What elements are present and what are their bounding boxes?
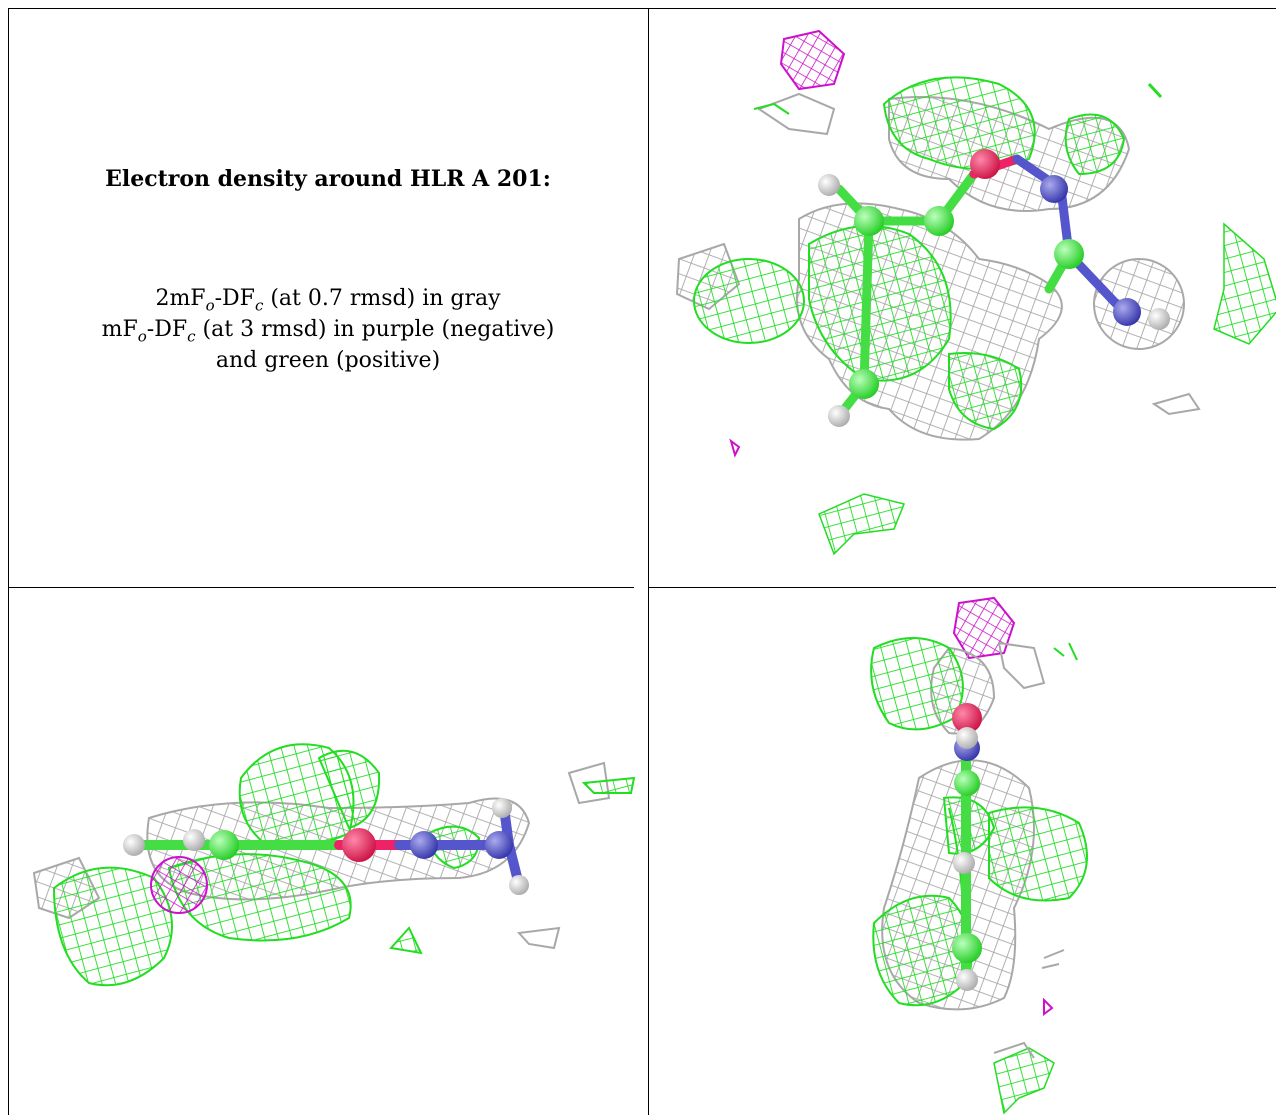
legend-text: 2mF: [155, 286, 206, 311]
positive-density-lobe: [948, 352, 1023, 431]
carbon-atom: [952, 933, 982, 963]
hydrogen-atom: [818, 174, 840, 196]
grid-row-divider-left: [8, 587, 634, 588]
caption-panel: Electron density around HLR A 201: 2mFo-…: [8, 8, 648, 587]
grid-middle-divider: [648, 8, 649, 1115]
positive-density-lobe: [167, 853, 352, 942]
positive-density-fragment: [753, 102, 790, 115]
hydrogen-atom: [509, 875, 529, 895]
gray-density-fragment: [1151, 392, 1201, 416]
oxygen-atom: [952, 703, 982, 733]
gray-density-fragment: [1041, 949, 1065, 969]
figure-title: Electron density around HLR A 201:: [105, 166, 551, 192]
molecule-render-bottom-left: [32, 743, 636, 987]
density-view-bottom-right: [649, 588, 1276, 1115]
negative-density-blob: [150, 856, 208, 914]
molecule-render-bottom-right: [870, 596, 1088, 1115]
positive-density-fragment: [993, 1047, 1055, 1115]
legend-text: -DF: [146, 317, 188, 342]
nitrogen-atom: [485, 831, 513, 859]
hydrogen-atom: [183, 829, 205, 851]
positive-density-fragment: [1147, 82, 1163, 99]
positive-density-lobe: [988, 806, 1088, 902]
legend-subscript: c: [254, 296, 264, 315]
negative-density-blob: [779, 29, 846, 91]
carbon-atom: [849, 369, 879, 399]
carbon-atom: [854, 206, 884, 236]
positive-density-fragment: [1053, 642, 1078, 661]
grid-top-border: [8, 8, 1276, 9]
positive-density-lobe: [882, 76, 1036, 170]
positive-density-fragment: [581, 776, 636, 794]
gray-density-fragment: [567, 761, 611, 805]
legend-text: mF: [101, 317, 138, 342]
figure-legend: 2mFo-DFc (at 0.7 rmsd) in gray mFo-DFc (…: [8, 283, 648, 376]
legend-text: (at 3 rmsd) in purple (negative): [195, 317, 555, 342]
hydrogen-atom: [953, 852, 975, 874]
gray-density-fragment: [756, 92, 836, 136]
hydrogen-atom: [123, 834, 145, 856]
molecule-render-top-right: [675, 29, 1276, 556]
legend-text: -DF: [214, 286, 255, 311]
positive-density-lobe: [693, 258, 805, 344]
carbon-atom: [209, 830, 239, 860]
legend-text: (at 0.7 rmsd) in gray: [263, 286, 501, 311]
grid-left-border: [8, 8, 9, 1115]
nitrogen-atom: [1113, 298, 1141, 326]
gray-density-fragment: [993, 1041, 1035, 1059]
negative-density-blob: [952, 596, 1016, 660]
legend-subscript: o: [137, 327, 147, 346]
gray-density-fragment: [997, 641, 1046, 690]
hydrogen-atom: [828, 405, 850, 427]
gray-density-lobe: [1093, 258, 1185, 350]
gray-density-fragment: [516, 926, 561, 950]
density-view-bottom-left: [9, 588, 648, 1115]
carbon-atom: [1054, 239, 1084, 269]
legend-subscript: c: [187, 327, 196, 346]
grid-row-divider-right: [648, 587, 1276, 588]
positive-density-lobe: [870, 637, 964, 731]
density-view-top-right: [649, 9, 1276, 587]
hydrogen-atom: [956, 727, 978, 749]
positive-density-fragment: [1213, 222, 1276, 345]
hydrogen-atom: [1148, 308, 1170, 330]
nitrogen-atom: [1040, 175, 1068, 203]
positive-density-lobe: [317, 749, 381, 830]
oxygen-atom: [970, 149, 1000, 179]
positive-density-fragment: [389, 926, 423, 955]
hydrogen-atom: [956, 969, 978, 991]
legend-line-green: and green (positive): [215, 348, 441, 373]
positive-density-lobe: [52, 866, 173, 987]
positive-density-fragment: [818, 493, 906, 556]
nitrogen-atom: [410, 831, 438, 859]
legend-subscript: o: [205, 296, 215, 315]
negative-density-fragment: [1043, 997, 1054, 1016]
oxygen-atom: [342, 828, 376, 862]
negative-density-fragment: [729, 438, 741, 458]
carbon-atom: [924, 206, 954, 236]
carbon-atom: [954, 770, 980, 796]
legend-line-gray: 2mFo-DFc (at 0.7 rmsd) in gray: [8, 283, 648, 314]
positive-density-lobe: [1064, 113, 1126, 176]
figure-grid: Electron density around HLR A 201: 2mFo-…: [8, 8, 1276, 1115]
hydrogen-atom: [492, 798, 512, 818]
legend-line-purple: mFo-DFc (at 3 rmsd) in purple (negative): [8, 314, 648, 345]
